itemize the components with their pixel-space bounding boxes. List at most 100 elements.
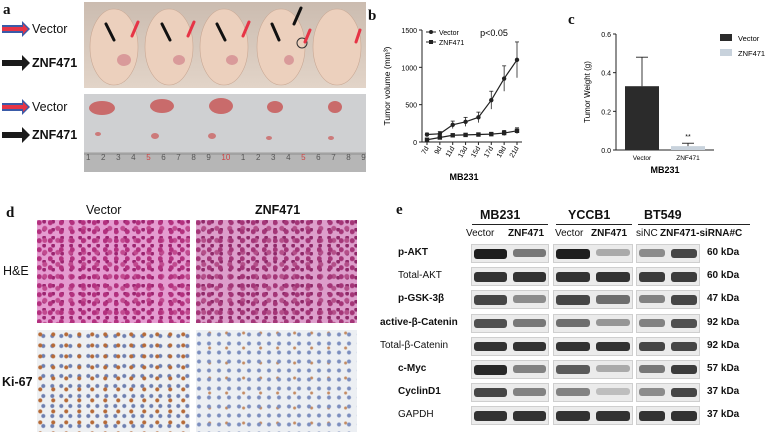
blot-band <box>596 295 630 304</box>
bar-vector <box>625 86 659 150</box>
lane-label: Vector <box>555 228 584 239</box>
blot-band <box>556 365 590 374</box>
blot-strip <box>553 383 633 403</box>
blot-strip <box>636 244 700 263</box>
blot-band <box>556 411 590 421</box>
group-label-mb231: MB231 <box>480 208 521 222</box>
panel-label-e: e <box>396 202 403 218</box>
series-line-vector <box>426 59 518 136</box>
blot-band <box>671 365 697 375</box>
blot-strip <box>636 383 700 403</box>
protein-label: CyclinD1 <box>398 386 441 398</box>
blot-band <box>639 411 665 421</box>
legend-label: Vector <box>439 30 460 37</box>
blot-band <box>513 388 546 397</box>
ruler-number: 5 <box>146 153 151 162</box>
ruler-number: 6 <box>161 153 166 162</box>
data-point-znf471 <box>514 128 520 133</box>
red-arrow-icon <box>2 21 30 37</box>
data-point-vector <box>514 57 520 63</box>
blot-strip <box>553 336 633 356</box>
legend-label: ZNF471 <box>439 40 464 47</box>
kda-label: 47 kDa <box>707 293 740 305</box>
y-tick-label: 0.0 <box>601 148 611 155</box>
data-point-znf471 <box>463 132 468 138</box>
protein-label: c-Myc <box>398 363 427 374</box>
lane-label: ZNF471 <box>591 228 628 239</box>
y-tick-label: 0 <box>413 140 417 147</box>
blot-band <box>596 388 630 395</box>
protein-label: active-β-Catenin <box>380 316 458 328</box>
row-label-text: Vector <box>32 100 68 114</box>
ruler-number: 8 <box>346 153 351 162</box>
he-vector-image <box>37 220 190 323</box>
data-point-znf471 <box>450 133 455 138</box>
blot-band <box>639 318 665 327</box>
data-point-znf471 <box>489 131 494 137</box>
ki67-znf471-image <box>196 330 357 432</box>
x-tick-label: 15d <box>470 145 482 159</box>
data-point-vector <box>424 132 430 137</box>
kda-label: 92 kDa <box>707 316 740 328</box>
blot-strip <box>471 290 549 310</box>
y-tick-label: 1500 <box>401 28 417 35</box>
blot-band <box>474 365 507 375</box>
blot-band <box>596 318 630 327</box>
blot-band <box>474 411 507 421</box>
x-axis-label: MB231 <box>650 165 679 175</box>
blot-strip <box>636 360 700 379</box>
kda-label: 92 kDa <box>707 339 740 351</box>
tumor-volume-chart: 0 500 1000 1500 7d 9d 11d 13d 15d 17d 19d 21d Tumor … <box>382 28 522 182</box>
x-tick-label: 9d <box>434 145 444 155</box>
lane-label: ZNF471 <box>508 228 545 239</box>
blot-band <box>639 272 665 282</box>
significance-annotation: p<0.05 <box>480 28 508 38</box>
ki67-vector-image <box>37 330 190 432</box>
protein-label: Total-AKT <box>398 270 442 282</box>
ruler-number: 2 <box>255 153 261 162</box>
lane-label: Vector <box>466 228 495 239</box>
ruler-number: 4 <box>286 153 291 162</box>
data-point-znf471 <box>437 135 443 140</box>
row-label-vector-bottom: Vector <box>2 98 82 118</box>
blot-band <box>596 272 630 282</box>
kda-label: 60 kDa <box>707 270 740 282</box>
blot-band <box>513 318 546 327</box>
ruler-number: 8 <box>191 153 196 162</box>
ruler-number: 1 <box>240 153 246 162</box>
legend-marker <box>429 40 433 44</box>
protein-label: Total-β-Catenin <box>380 339 449 351</box>
blot-band <box>513 341 546 352</box>
group-label-bt549: BT549 <box>644 208 682 222</box>
blot-band <box>474 295 507 305</box>
red-arrow-icon <box>2 99 30 115</box>
x-tick-label: 21d <box>509 145 521 159</box>
x-tick-label: 13d <box>457 145 469 159</box>
x-tick-label: 17d <box>483 145 495 159</box>
row-label-vector-top: Vector <box>2 20 82 40</box>
panel-label-b: b <box>368 8 377 24</box>
blot-band <box>556 341 590 352</box>
ruler-number: 3 <box>271 153 276 162</box>
panel-label-d: d <box>6 205 15 221</box>
protein-label: GAPDH <box>398 409 434 421</box>
legend-label: ZNF471 <box>738 49 765 58</box>
data-point-vector <box>437 131 443 136</box>
blot-band <box>671 388 697 398</box>
blot-band <box>556 295 590 305</box>
kda-label: 37 kDa <box>707 386 740 398</box>
blot-band <box>513 411 546 421</box>
kda-label: 57 kDa <box>707 363 740 374</box>
blot-band <box>556 318 590 327</box>
x-axis-label: MB231 <box>449 172 478 182</box>
blot-band <box>671 318 697 328</box>
blot-band <box>474 318 507 328</box>
blot-band <box>513 365 546 373</box>
x-tick-label: 19d <box>496 145 508 159</box>
protein-label: p-AKT <box>398 247 428 258</box>
ruler-number: 1 <box>86 153 91 162</box>
blot-band <box>671 249 697 259</box>
blot-band <box>474 341 507 352</box>
tumor-weight-chart: 0.0 0.2 0.4 0.6 Tumor Weight (g) Vector ZNF471… <box>583 32 765 175</box>
